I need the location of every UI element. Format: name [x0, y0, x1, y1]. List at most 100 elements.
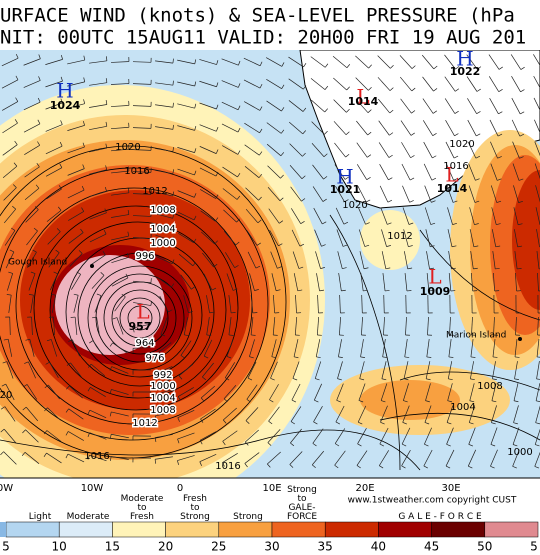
barb: [90, 363, 106, 377]
barb: [512, 141, 520, 159]
barb: [111, 148, 129, 152]
barb: [311, 99, 325, 113]
barb: [360, 356, 366, 358]
barb: [270, 361, 278, 379]
barb: [422, 76, 434, 92]
barb: [290, 442, 295, 447]
isobar-label: 964: [135, 338, 154, 349]
barb: [355, 99, 369, 113]
barb: [200, 408, 216, 420]
barb: [177, 432, 195, 440]
barb: [228, 317, 232, 335]
barb: [256, 242, 261, 246]
longitude-label: 10E: [262, 483, 281, 494]
barb: [515, 272, 517, 292]
barb: [408, 222, 414, 225]
category-label: Moderate to Fresh: [121, 494, 164, 522]
barb: [290, 421, 296, 425]
barb: [336, 400, 341, 403]
barb: [411, 87, 416, 92]
barb: [177, 417, 180, 422]
barb: [455, 88, 460, 92]
isobar-label: 1020: [115, 142, 140, 153]
barb: [298, 266, 304, 269]
barb: [379, 465, 384, 469]
barb: [183, 295, 189, 313]
colorbar-segment: [484, 521, 539, 538]
barb: [388, 154, 393, 158]
barb: [199, 431, 217, 441]
barb: [89, 191, 107, 197]
center-letter: L: [445, 163, 458, 187]
barb: [338, 339, 342, 357]
barb: [215, 171, 219, 177]
barb: [466, 76, 478, 92]
barb: [267, 429, 281, 443]
isobar-label: 1016: [124, 166, 149, 177]
barb: [199, 453, 217, 463]
barb: [48, 384, 60, 400]
barb: [155, 82, 173, 86]
center-value: 1014: [348, 95, 379, 108]
isobar-label: 1000: [150, 381, 175, 392]
barb: [314, 229, 322, 247]
barb: [488, 76, 500, 92]
barb: [5, 251, 15, 269]
barb: [533, 75, 540, 89]
barb: [455, 66, 460, 70]
barb: [411, 65, 416, 69]
isobar-label: 1020: [449, 139, 474, 150]
barb: [228, 334, 234, 336]
barb: [133, 323, 151, 329]
barb: [24, 188, 40, 200]
barb: [7, 273, 13, 291]
barb: [289, 143, 303, 157]
barb: [446, 422, 452, 425]
isobar-label: 1012: [142, 186, 167, 197]
barb: [111, 235, 129, 241]
barb: [535, 207, 540, 225]
isobar-label: 1016: [84, 451, 109, 462]
barb: [103, 229, 107, 235]
barb: [408, 245, 413, 248]
barb: [177, 59, 195, 65]
barb: [160, 317, 168, 335]
barb: [38, 54, 41, 59]
barb: [271, 339, 277, 357]
barb: [315, 378, 320, 381]
map-field: [0, 50, 540, 478]
barb: [467, 119, 477, 137]
barb: [104, 186, 107, 192]
barb: [454, 110, 459, 114]
barb: [303, 85, 307, 90]
barb: [102, 251, 106, 256]
category-label: Strong to GALE-FORCE: [287, 485, 317, 522]
barb: [23, 101, 41, 111]
barb: [410, 132, 415, 136]
barb: [82, 164, 85, 169]
barb: [312, 186, 324, 202]
barb: [222, 453, 238, 463]
barb: [512, 163, 520, 181]
barb: [491, 405, 497, 423]
barb: [324, 108, 328, 113]
colorbar-segment: [0, 522, 6, 537]
barb: [0, 451, 4, 456]
barb: [312, 464, 316, 469]
barb: [383, 294, 385, 314]
barb: [451, 267, 456, 270]
barb: [178, 363, 194, 377]
barb: [215, 194, 219, 199]
barb: [2, 361, 8, 364]
barb: [402, 405, 410, 423]
barb: [342, 244, 348, 247]
barb: [280, 152, 285, 157]
barb: [447, 207, 453, 225]
isobar-label: 976: [145, 353, 164, 364]
barb: [270, 251, 278, 269]
barb: [155, 191, 173, 197]
barb: [199, 80, 217, 88]
colorbar-tick: 5: [2, 540, 10, 554]
barb: [470, 251, 474, 269]
